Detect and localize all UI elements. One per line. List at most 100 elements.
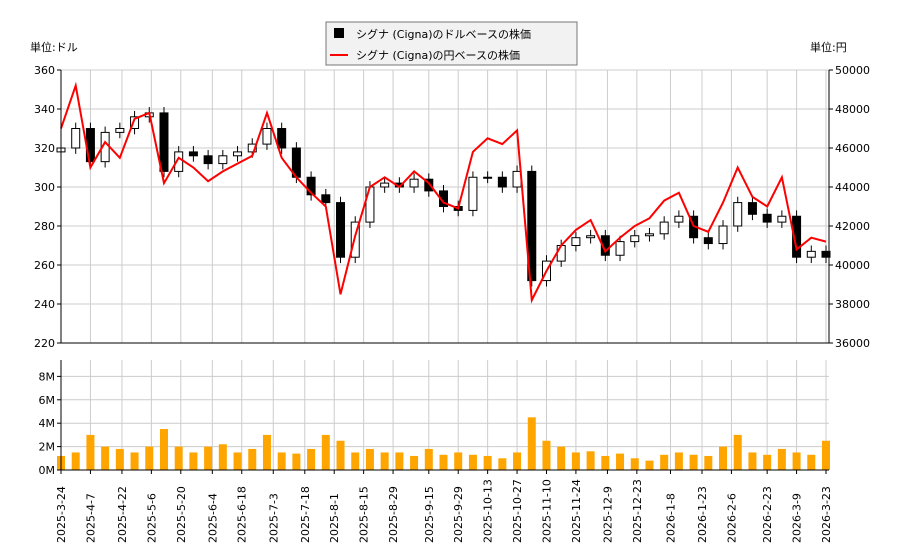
x-tick-label: 2025-4-7 bbox=[84, 493, 97, 543]
legend-jpy-label: シグナ (Cigna)の円ベースの株価 bbox=[356, 48, 520, 62]
candle-body bbox=[159, 112, 169, 172]
candle-body bbox=[630, 235, 640, 243]
y-tick-label-left: 220 bbox=[34, 337, 55, 350]
candle-body bbox=[600, 235, 610, 256]
candle-body bbox=[277, 128, 287, 149]
x-tick-label: 2025-9-15 bbox=[423, 486, 436, 543]
candle-body bbox=[571, 237, 581, 246]
x-tick-label: 2026-3-9 bbox=[791, 493, 804, 543]
candle-body bbox=[218, 155, 228, 165]
volume-bar bbox=[483, 455, 492, 470]
candle-body bbox=[497, 176, 507, 188]
x-tick-label: 2025-12-23 bbox=[631, 479, 644, 543]
x-tick-label: 2025-11-24 bbox=[570, 479, 583, 543]
jpy-price-line bbox=[60, 81, 827, 304]
volume-bar bbox=[674, 452, 683, 470]
candle-body bbox=[424, 178, 434, 192]
y-tick-label-right: 44000 bbox=[835, 181, 870, 194]
candle-body bbox=[733, 202, 743, 227]
volume-bar bbox=[689, 454, 698, 470]
volume-tick-label: 0M bbox=[39, 464, 56, 477]
y-tick-label-right: 46000 bbox=[835, 142, 870, 155]
volume-bar bbox=[454, 452, 463, 470]
candle-body bbox=[203, 155, 213, 165]
legend-box bbox=[325, 21, 578, 66]
volume-bar bbox=[719, 446, 728, 470]
candle-body bbox=[527, 170, 537, 282]
legend: シグナ (Cigna)のドルベースの株価 シグナ (Cigna)の円ベースの株価 bbox=[325, 21, 578, 66]
volume-tick-label: 4M bbox=[39, 417, 56, 430]
volume-bar bbox=[189, 452, 198, 470]
axes: 2025-3-24 2025-4-7 2025-4-22 2025-5-6 2025-5… bbox=[34, 64, 870, 543]
x-tick-label: 2025-6-18 bbox=[236, 486, 249, 543]
x-tick-label: 2025-12-9 bbox=[601, 486, 614, 543]
volume-tick-label: 2M bbox=[39, 441, 56, 454]
x-tick-label: 2025-10-13 bbox=[482, 479, 495, 543]
y-tick-label-left: 260 bbox=[34, 259, 55, 272]
volume-bar bbox=[498, 458, 507, 470]
y-tick-label-left: 360 bbox=[34, 64, 55, 77]
x-tick-label: 2025-5-6 bbox=[145, 493, 158, 543]
volume-bar bbox=[439, 454, 448, 470]
candle-body bbox=[380, 182, 390, 188]
volume-bar bbox=[586, 451, 595, 470]
volume-bar bbox=[248, 448, 257, 470]
x-tick-label: 2026-2-6 bbox=[725, 493, 738, 543]
x-tick-label: 2025-6-4 bbox=[206, 493, 219, 543]
candle-body bbox=[586, 235, 596, 239]
candle-body bbox=[821, 250, 831, 258]
right-unit-label: 単位:円 bbox=[810, 40, 847, 54]
candle-body bbox=[262, 128, 272, 145]
x-tick-label: 2025-11-10 bbox=[540, 479, 553, 543]
x-tick-label: 2025-7-18 bbox=[299, 486, 312, 543]
volume-bar bbox=[336, 440, 345, 470]
x-tick-label: 2026-3-23 bbox=[820, 486, 833, 543]
candle-body bbox=[336, 202, 346, 258]
x-tick-label: 2025-8-1 bbox=[328, 493, 341, 543]
volume-bar bbox=[513, 452, 522, 470]
x-tick-label: 2025-8-15 bbox=[358, 486, 371, 543]
volume-bar bbox=[630, 458, 639, 470]
candle-body bbox=[659, 221, 669, 235]
volume-bar bbox=[145, 446, 154, 470]
grid bbox=[60, 69, 829, 471]
volume-bar bbox=[130, 452, 139, 470]
candle-body bbox=[556, 245, 566, 262]
candle-body bbox=[71, 128, 81, 149]
volume-bar bbox=[218, 444, 227, 470]
y-tick-label-right: 50000 bbox=[835, 64, 870, 77]
candle-body bbox=[174, 151, 184, 172]
x-tick-label: 2025-4-22 bbox=[116, 486, 129, 543]
legend-usd-label: シグナ (Cigna)のドルベースの株価 bbox=[356, 27, 531, 41]
y-tick-label-right: 48000 bbox=[835, 103, 870, 116]
candle-body bbox=[644, 233, 654, 237]
volume-bar bbox=[159, 429, 168, 470]
volume-bar bbox=[292, 453, 301, 470]
y-tick-label-right: 38000 bbox=[835, 298, 870, 311]
volume-bar bbox=[616, 453, 625, 470]
volume-bar bbox=[748, 452, 757, 470]
candle-body bbox=[130, 116, 140, 130]
volume-bar bbox=[424, 448, 433, 470]
volume-bar bbox=[468, 454, 477, 470]
volume-bar bbox=[101, 446, 110, 470]
candle-body bbox=[615, 241, 625, 256]
volume-bar bbox=[557, 446, 566, 470]
volume-bar bbox=[822, 440, 830, 470]
volume-panel bbox=[61, 360, 829, 470]
volume-bar bbox=[601, 455, 610, 470]
volume-bar bbox=[542, 440, 551, 470]
volume-bar bbox=[365, 448, 374, 470]
x-tick-label: 2026-1-23 bbox=[696, 486, 709, 543]
volume-bar bbox=[777, 448, 786, 470]
candle-body bbox=[483, 176, 493, 179]
y-tick-label-right: 40000 bbox=[835, 259, 870, 272]
candle-body bbox=[792, 215, 802, 258]
x-tick-label: 2025-3-24 bbox=[55, 486, 68, 543]
candle-body bbox=[718, 225, 728, 245]
candle-body bbox=[409, 178, 419, 188]
candle-body bbox=[365, 186, 375, 223]
volume-bars bbox=[57, 417, 830, 470]
volume-bar bbox=[115, 448, 124, 470]
